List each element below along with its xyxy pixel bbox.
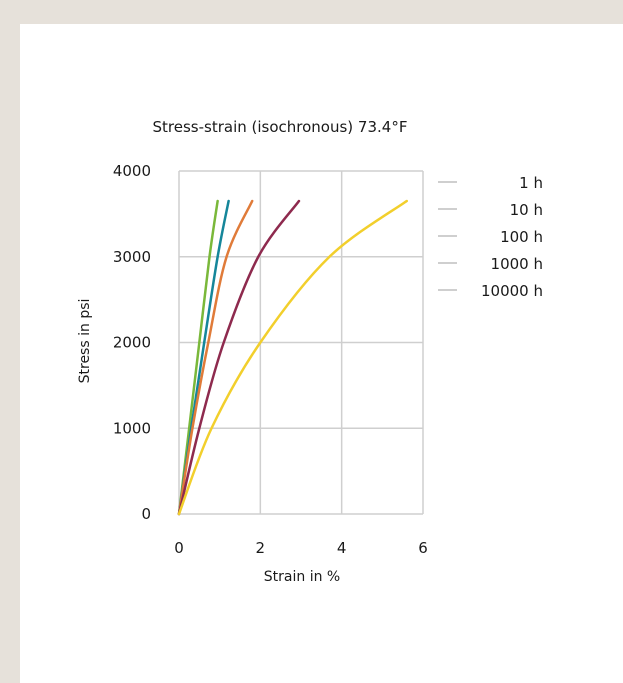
x-tick-labels: 0 2 4 6: [174, 539, 428, 557]
x-tick-label: 0: [174, 539, 184, 557]
series-line-10000h: [177, 199, 408, 516]
x-tick-label: 6: [418, 539, 428, 557]
x-tick-label: 2: [256, 539, 266, 557]
chart-series: [177, 199, 408, 516]
y-tick-label: 4000: [113, 162, 151, 180]
stress-strain-chart: Stress-strain (isochronous) 73.4°F 0 1000…: [77, 118, 543, 585]
y-tick-label: 2000: [113, 334, 151, 352]
legend-label: 1 h: [519, 174, 543, 192]
series-line-1000h: [177, 199, 301, 516]
legend-label: 10 h: [510, 201, 543, 219]
x-tick-label: 4: [337, 539, 347, 557]
x-axis-label: Strain in %: [264, 569, 340, 585]
y-axis-label: Stress in psi: [77, 299, 93, 384]
legend-label: 100 h: [500, 228, 543, 246]
chart-card: Stress-strain (isochronous) 73.4°F 0 1000…: [20, 24, 623, 683]
y-tick-label: 0: [141, 505, 151, 523]
y-tick-labels: 0 1000 2000 3000 4000: [113, 162, 151, 523]
y-tick-label: 1000: [113, 419, 151, 437]
legend-label: 1000 h: [491, 255, 543, 273]
chart-grid: [178, 170, 424, 515]
legend-label: 10000 h: [481, 282, 543, 300]
chart-legend: 1 h 10 h 100 h 1000 h 10000 h: [438, 174, 543, 300]
chart-title: Stress-strain (isochronous) 73.4°F: [153, 118, 408, 136]
y-tick-label: 3000: [113, 248, 151, 266]
series-line-100h: [177, 199, 254, 516]
